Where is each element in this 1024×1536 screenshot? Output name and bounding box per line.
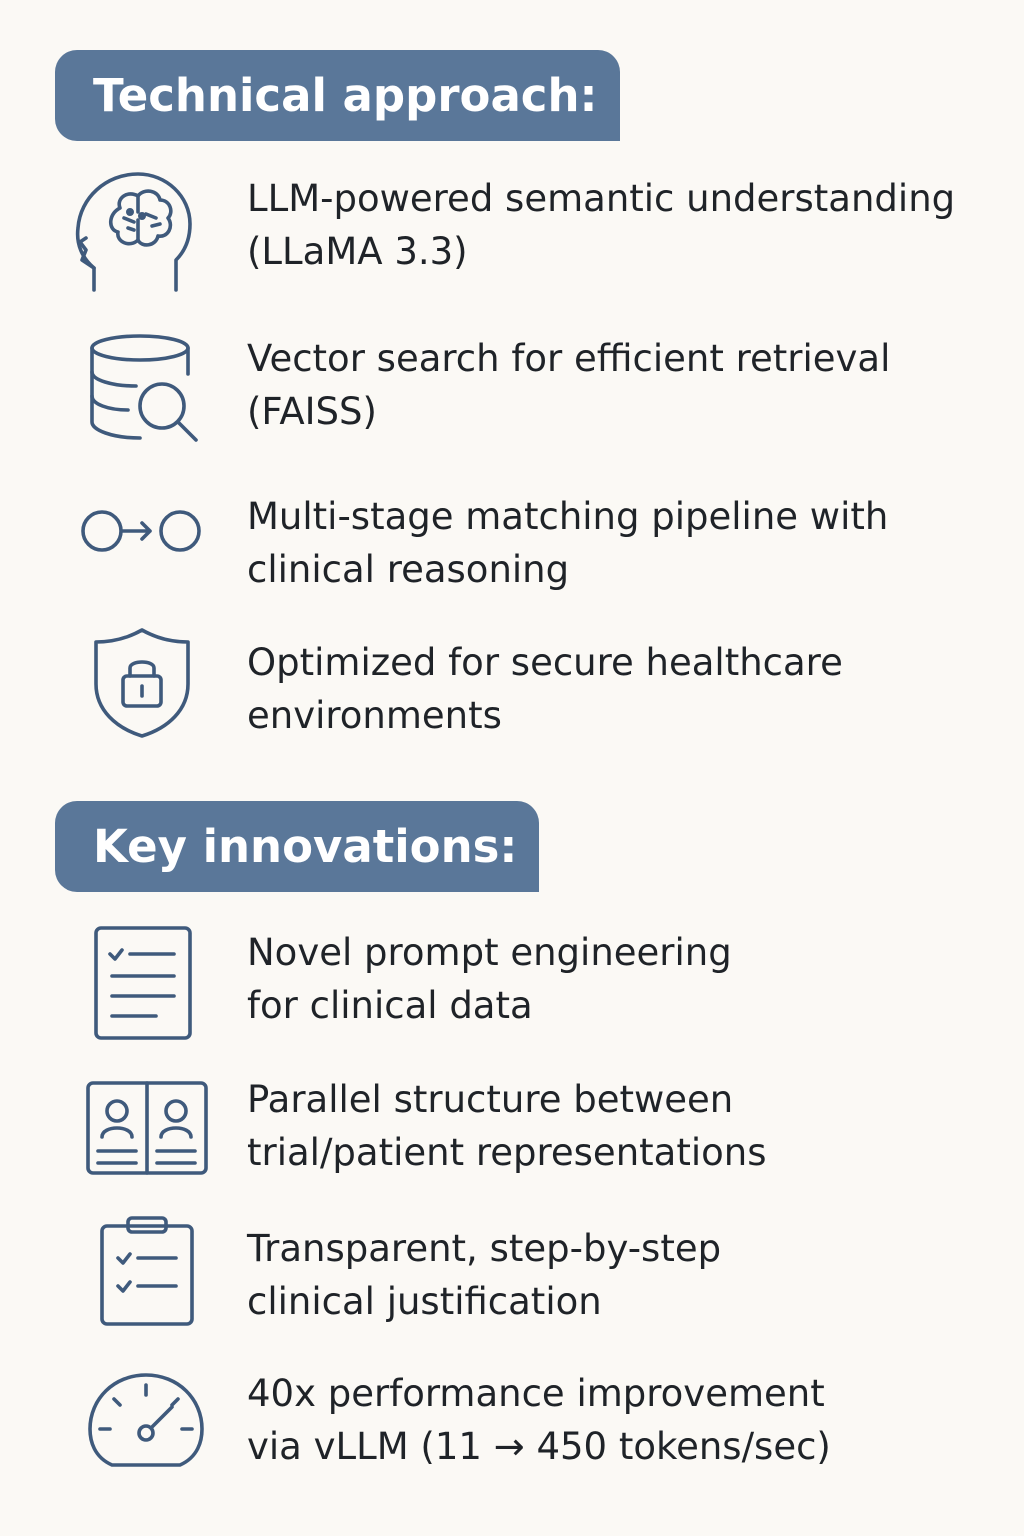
technical-approach-header: Technical approach: bbox=[55, 50, 620, 141]
document-checklist-icon bbox=[72, 926, 212, 1041]
item-text: Transparent, step-by-step clinical justi… bbox=[247, 1227, 722, 1323]
item-text: LLM-powered semantic understanding (LLaM… bbox=[247, 177, 956, 273]
item-text: Vector search for efficient retrieval (F… bbox=[247, 337, 891, 433]
item-text: 40x performance improvement via vLLM (11… bbox=[247, 1372, 831, 1468]
speedometer-icon bbox=[72, 1371, 212, 1471]
item-text: Multi-stage matching pipeline with clini… bbox=[247, 495, 889, 591]
shield-lock-icon bbox=[72, 626, 212, 741]
key-innovations-header: Key innovations: bbox=[55, 801, 540, 892]
pipeline-arrow-icon bbox=[72, 508, 212, 558]
item-text: Optimized for secure healthcare environm… bbox=[247, 641, 843, 737]
database-search-icon bbox=[72, 334, 212, 444]
item-text: Parallel structure between trial/patient… bbox=[247, 1078, 767, 1174]
clipboard-checklist-icon bbox=[72, 1214, 212, 1329]
brain-head-icon bbox=[72, 168, 212, 298]
parallel-profiles-icon bbox=[72, 1079, 212, 1179]
item-text: Novel prompt engineering for clinical da… bbox=[247, 931, 732, 1027]
